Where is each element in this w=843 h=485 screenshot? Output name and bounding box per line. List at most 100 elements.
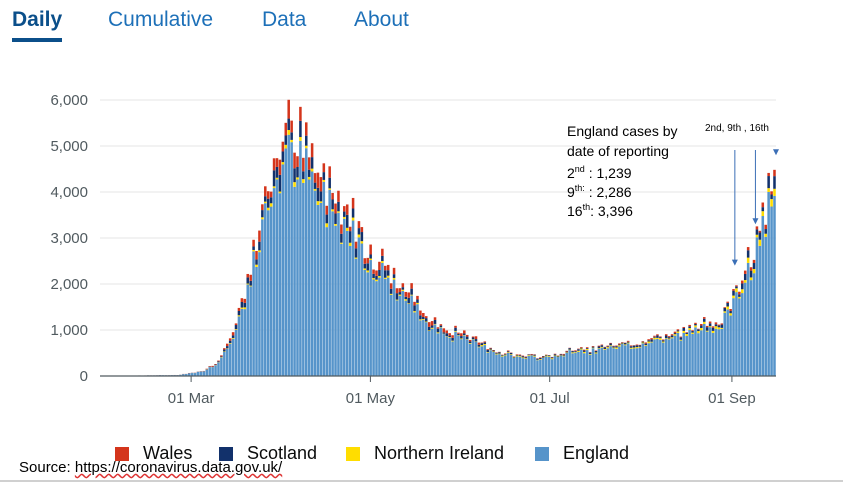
bar-segment-england [258, 252, 261, 376]
bar-segment-england [325, 227, 329, 376]
annotation-title-line2: date of reporting [567, 143, 669, 159]
bar-segment-england [427, 330, 431, 376]
bar-day [656, 334, 659, 376]
bar-segment-scotland [430, 325, 434, 328]
bar-segment-england [454, 331, 457, 376]
bar-day [588, 352, 592, 376]
bar-day [237, 307, 241, 376]
bar-day [275, 158, 279, 376]
bar-segment-wales [702, 317, 706, 319]
bar-segment-northern-ireland [688, 328, 691, 330]
bar-segment-scotland [407, 297, 410, 304]
legend-item-wales: Wales [115, 443, 192, 464]
bar-segment-england [618, 346, 621, 376]
bar-segment-england [518, 356, 522, 376]
bar-segment-england [299, 140, 302, 376]
bar-segment-scotland [735, 286, 738, 289]
bar-day [682, 326, 686, 376]
bar-segment-wales [518, 354, 522, 356]
tab-cumulative[interactable]: Cumulative [108, 8, 214, 31]
bar-segment-northern-ireland [310, 168, 314, 172]
bar-segment-wales [764, 224, 767, 230]
bar-segment-wales [708, 321, 712, 324]
bar-segment-england [463, 335, 466, 376]
bar-day [293, 152, 296, 376]
bar-segment-england [375, 281, 378, 376]
bar-day [755, 226, 759, 376]
bar-segment-northern-ireland [588, 353, 592, 355]
annotation-title-line1: England cases by [567, 123, 678, 139]
bar-segment-wales [588, 352, 592, 353]
bar-segment-northern-ireland [720, 327, 724, 329]
bar-day [454, 325, 457, 376]
bar-segment-wales [659, 336, 662, 338]
bar-segment-northern-ireland [252, 249, 255, 252]
bar-segment-england [354, 258, 358, 376]
bar-day [770, 191, 773, 376]
bar-segment-wales [375, 270, 378, 276]
bar-segment-wales [266, 191, 270, 199]
bar-day [495, 352, 498, 376]
bottom-divider [0, 480, 843, 482]
bar-day [211, 365, 214, 376]
legend-swatch-wales [115, 446, 129, 461]
bar-segment-wales [594, 350, 598, 352]
bar-segment-scotland [571, 351, 574, 353]
tab-about[interactable]: About [354, 8, 409, 31]
bar-day [694, 322, 697, 376]
bar-day [697, 328, 700, 376]
bar-segment-scotland [676, 330, 680, 332]
bar-segment-england [559, 355, 563, 376]
bar-segment-northern-ireland [521, 357, 525, 359]
bar-segment-northern-ireland [676, 331, 680, 333]
bar-segment-scotland [363, 263, 367, 269]
source-link[interactable]: https://coronavirus.data.gov.uk/ [74, 459, 283, 476]
bar-segment-northern-ireland [694, 325, 697, 328]
bar-segment-wales [503, 353, 507, 355]
bar-segment-scotland [290, 132, 293, 140]
bar-segment-scotland [433, 319, 437, 324]
bar-segment-england [398, 295, 402, 376]
bar-segment-wales [208, 366, 211, 367]
bar-segment-northern-ireland [603, 349, 607, 350]
bar-segment-england [202, 371, 206, 376]
tab-data[interactable]: Data [262, 8, 307, 31]
bar-segment-scotland [249, 280, 252, 286]
bar-segment-england [495, 354, 498, 376]
bar-day [474, 336, 478, 376]
bar-segment-scotland [685, 332, 688, 334]
bar-segment-scotland [641, 341, 645, 343]
bar-segment-england [269, 206, 273, 376]
bar-segment-wales [398, 288, 402, 293]
bar-segment-scotland [272, 170, 276, 187]
bar-segment-wales [612, 345, 615, 347]
bar-day [621, 342, 624, 376]
bar-day [340, 224, 343, 376]
bar-segment-scotland [585, 348, 589, 349]
bar-day [360, 227, 364, 376]
bar-day [550, 356, 554, 376]
bar-segment-england [547, 356, 551, 376]
bar-segment-england [638, 347, 642, 376]
bar-segment-northern-ireland [357, 234, 361, 238]
bar-day [465, 334, 469, 376]
bar-day [583, 349, 586, 376]
bar-segment-england [322, 181, 326, 376]
bar-segment-england [621, 344, 624, 376]
legend-label-northern-ireland: Northern Ireland [374, 443, 505, 463]
bar-segment-scotland [565, 351, 568, 353]
bar-segment-northern-ireland [261, 217, 264, 220]
bar-segment-england [225, 348, 229, 376]
x-tick-label: 01 May [346, 390, 396, 407]
bar-segment-northern-ireland [583, 351, 586, 354]
bar-segment-northern-ireland [580, 348, 583, 350]
bar-day [498, 351, 501, 376]
bar-segment-northern-ireland [325, 223, 329, 228]
bar-segment-scotland [480, 343, 484, 346]
bar-day [547, 355, 551, 376]
bar-segment-england [413, 312, 416, 376]
tab-daily[interactable]: Daily [12, 8, 63, 31]
bar-day [752, 259, 756, 376]
bar-segment-northern-ireland [682, 330, 686, 333]
bar-day [483, 341, 487, 376]
